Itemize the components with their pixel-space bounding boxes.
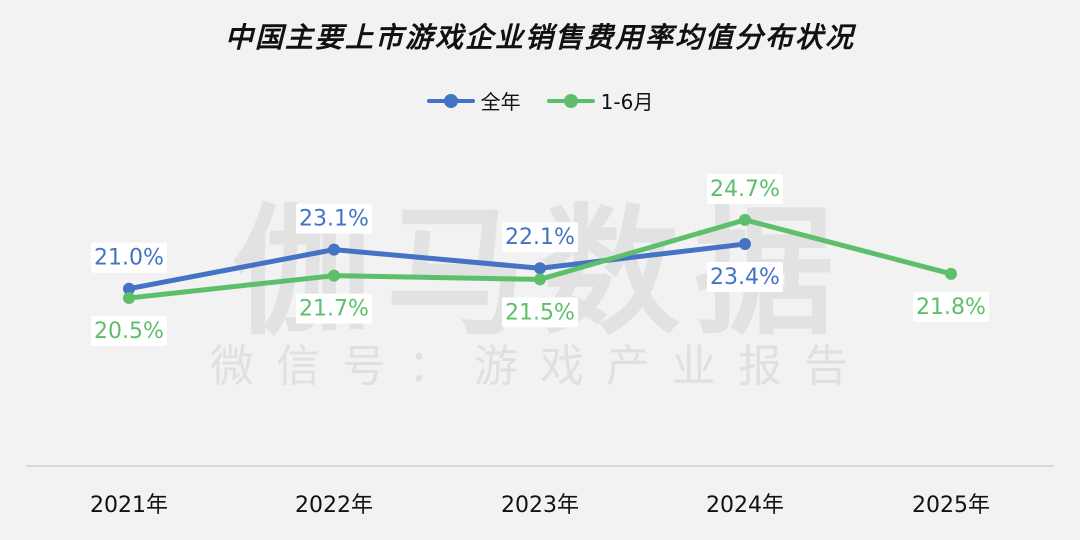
series-line-0 xyxy=(126,241,748,292)
legend-label-h1: 1-6月 xyxy=(600,90,654,114)
watermark-subtitle: 微信号：游戏产业报告 xyxy=(210,341,870,392)
data-label-1-4: 21.8% xyxy=(916,295,986,320)
chart-title: 中国主要上市游戏企业销售费用率均值分布状况 xyxy=(224,21,855,54)
data-label-bg-1-3 xyxy=(707,173,783,204)
x-tick-label-4: 2025年 xyxy=(912,493,990,518)
data-point-1-4 xyxy=(945,267,957,280)
data-label-1-2: 21.5% xyxy=(505,300,575,325)
data-label-0-1: 23.1% xyxy=(299,207,369,232)
legend: 全年 1-6月 xyxy=(0,86,1080,115)
legend-item-h1: 1-6月 xyxy=(546,86,654,115)
x-tick-label-2: 2023年 xyxy=(501,493,579,518)
data-label-bg-1-1 xyxy=(296,293,372,324)
data-label-bg-0-3 xyxy=(707,262,783,293)
x-tick-label-3: 2024年 xyxy=(706,493,784,518)
data-point-0-1 xyxy=(328,243,340,256)
data-label-0-3: 23.4% xyxy=(710,265,780,290)
data-label-bg-0-0 xyxy=(91,242,167,273)
data-label-bg-1-0 xyxy=(91,316,167,346)
data-point-0-0 xyxy=(123,282,135,295)
data-point-0-2 xyxy=(534,262,546,275)
data-label-1-0: 20.5% xyxy=(94,319,164,344)
data-point-1-2 xyxy=(534,273,546,286)
data-label-bg-0-2 xyxy=(502,222,578,253)
legend-label-annual: 全年 xyxy=(480,90,521,114)
data-label-1-3: 24.7% xyxy=(710,177,780,202)
x-tick-label-1: 2022年 xyxy=(295,493,373,518)
x-tick-label-0: 2021年 xyxy=(90,493,168,518)
data-label-1-1: 21.7% xyxy=(299,297,369,322)
legend-swatch-h1 xyxy=(546,93,595,109)
data-point-0-3 xyxy=(739,238,751,251)
legend-swatch-annual xyxy=(426,93,475,109)
data-label-bg-1-4 xyxy=(913,291,989,322)
data-point-1-0 xyxy=(123,292,135,304)
data-label-bg-0-1 xyxy=(296,203,372,234)
data-point-1-1 xyxy=(328,269,340,282)
data-point-1-3 xyxy=(739,213,751,226)
data-label-0-0: 21.0% xyxy=(94,246,164,271)
data-label-bg-1-2 xyxy=(502,297,578,328)
data-label-0-2: 22.1% xyxy=(505,225,575,250)
legend-item-annual: 全年 xyxy=(426,86,521,115)
